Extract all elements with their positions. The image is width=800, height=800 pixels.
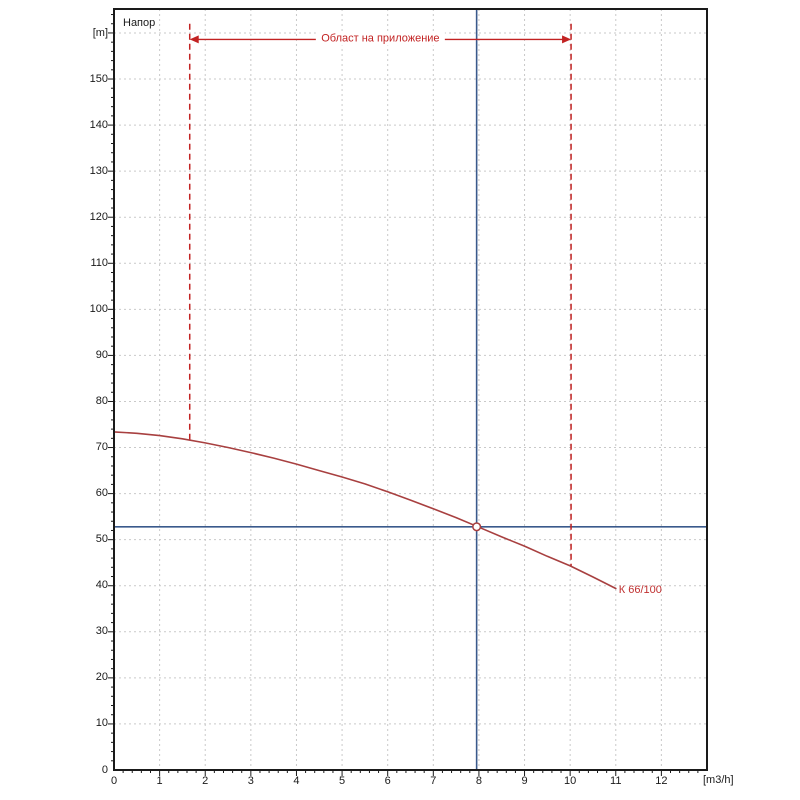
arrow-right-icon [562, 35, 572, 44]
y-axis-tick-label: 90 [95, 348, 108, 361]
arrow-left-icon [189, 35, 199, 44]
x-axis-unit-label: [m3/h] [703, 774, 734, 786]
x-axis-tick-label: 11 [610, 775, 622, 787]
y-axis-tick-label: 120 [89, 210, 108, 223]
x-axis-tick-label: 8 [475, 775, 482, 787]
x-axis-tick-label: 10 [564, 775, 577, 787]
y-axis-tick-label: 10 [95, 717, 108, 730]
y-axis-tick-label: 150 [89, 72, 108, 85]
x-axis-tick-label: 7 [430, 775, 437, 787]
x-axis-tick-label: 12 [655, 775, 668, 787]
pump-curve [113, 431, 617, 590]
y-axis-title: Напор [123, 17, 156, 29]
y-axis-unit-label: [m] [92, 27, 108, 39]
y-axis-tick-label: 140 [89, 118, 108, 131]
plot-border [113, 8, 708, 771]
x-axis-tick-label: 9 [521, 775, 528, 787]
x-axis-tick-label: 5 [339, 775, 346, 787]
y-axis-tick-label: 20 [95, 671, 108, 684]
y-axis-tick-label: 40 [95, 579, 108, 592]
curve-label: К 66/100 [618, 583, 662, 596]
x-axis-tick-label: 3 [247, 775, 254, 787]
y-axis-tick-label: 70 [95, 441, 108, 454]
y-axis-tick-label: 130 [89, 164, 108, 177]
x-axis-tick-label: 1 [156, 775, 163, 787]
application-range-label: Област на приложение [316, 32, 445, 46]
y-axis-tick-label: 60 [95, 487, 108, 500]
x-axis-tick-label: 4 [293, 775, 300, 787]
x-axis-tick-label: 2 [202, 775, 209, 787]
y-axis-tick-label: 100 [89, 302, 108, 315]
y-axis-tick-label: 50 [95, 533, 108, 546]
y-axis-tick-label: 0 [101, 763, 108, 776]
y-axis-tick-label: 80 [95, 394, 108, 407]
y-axis-tick-label: 30 [95, 625, 108, 638]
y-axis-tick-label: 110 [90, 256, 108, 269]
x-axis-tick-label: 0 [110, 775, 118, 787]
x-axis-tick-label: 6 [384, 775, 391, 787]
duty-point-marker [472, 522, 482, 532]
